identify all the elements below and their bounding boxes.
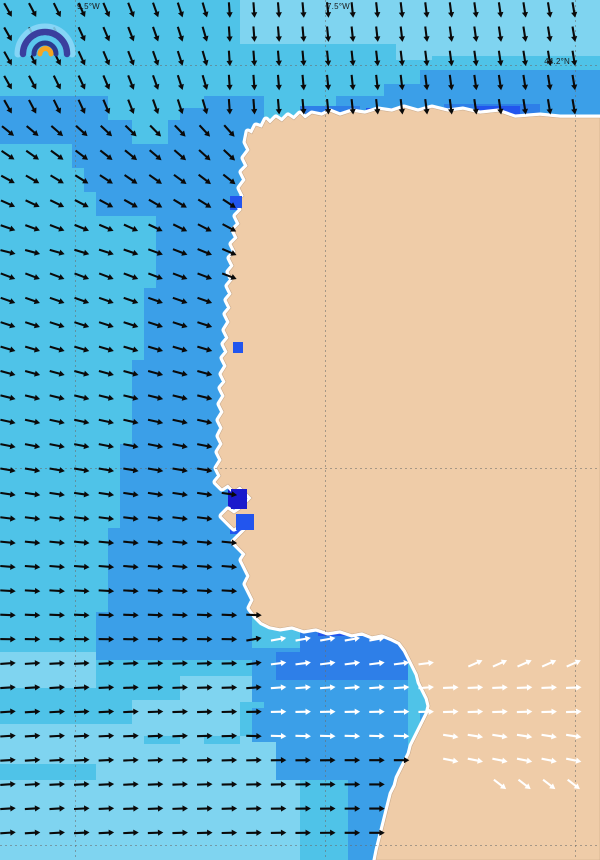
graticule-parallel [0,845,600,846]
speed-cell [420,70,600,88]
estuary-cell [233,342,243,353]
speed-cell [0,652,96,688]
estuary-cell [236,514,254,530]
speed-cell [0,784,312,860]
speed-cell [300,44,396,60]
speed-cell [276,652,408,680]
speed-cell [0,600,96,660]
graticule-parallel [0,65,600,66]
longitude-label: 9.5°W [77,2,100,11]
speed-cell [180,676,252,702]
speed-cell [0,430,72,550]
graticule-meridian [575,0,576,860]
speed-cell [0,724,144,764]
longitude-label: 7.5°W [327,2,350,11]
speed-cell [60,120,132,144]
speed-cell [132,700,240,736]
graticule-meridian [325,0,326,860]
rainbow-arc-logo-icon[interactable] [14,12,76,58]
graticule-parallel [0,468,600,469]
latitude-label: 44.2°N [544,57,570,66]
estuary-cell [231,196,242,208]
graticule-meridian [75,0,76,860]
speed-cell [0,0,72,430]
